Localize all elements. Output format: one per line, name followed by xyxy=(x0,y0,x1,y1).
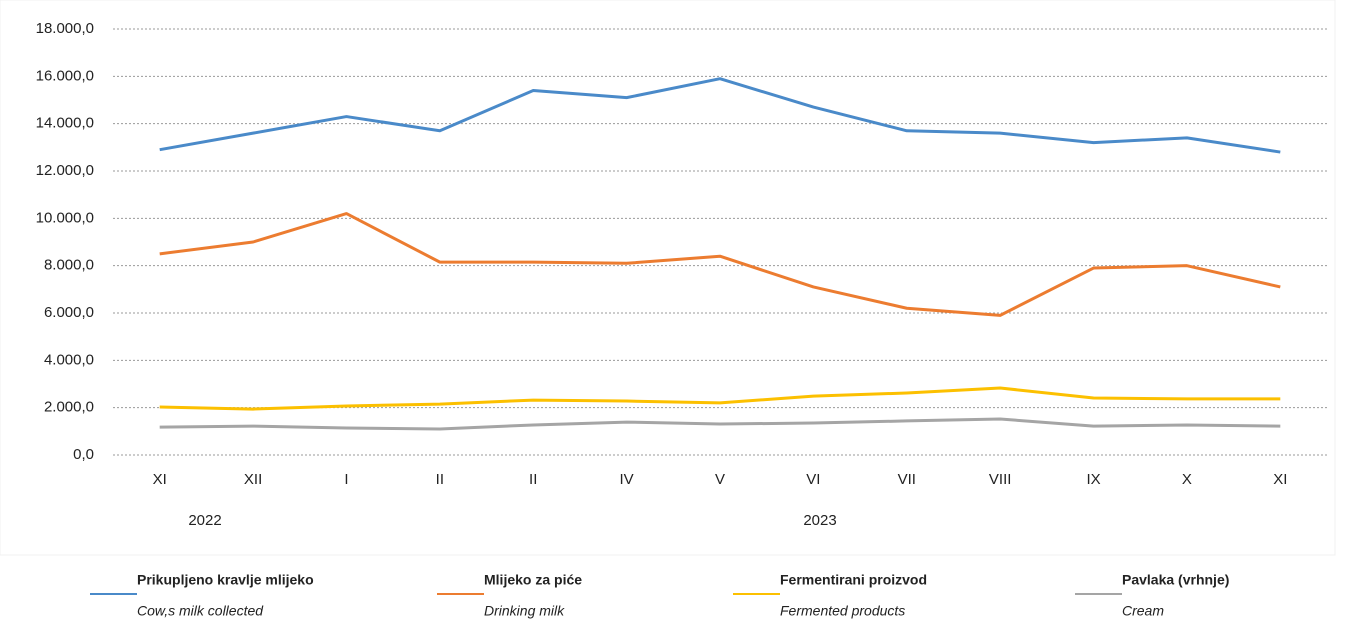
x-tick-label: II xyxy=(529,471,537,488)
x-tick-label: VII xyxy=(898,471,916,488)
x-tick-label: II xyxy=(436,471,444,488)
legend-label: Mlijeko za piće xyxy=(484,572,582,588)
x-tick-label: XI xyxy=(1273,471,1287,488)
x-tick-label: X xyxy=(1182,471,1192,488)
x-tick-label: I xyxy=(344,471,348,488)
legend-label: Fermentirani proizvod xyxy=(780,572,927,588)
y-tick-label: 2.000,0 xyxy=(44,399,94,416)
x-tick-label: XI xyxy=(153,471,167,488)
legend-label: Pavlaka (vrhnje) xyxy=(1122,572,1229,588)
legend-label-en: Drinking milk xyxy=(484,603,565,619)
x-tick-label: IV xyxy=(620,471,634,488)
series-line xyxy=(159,417,1281,431)
x-tick-label: IX xyxy=(1086,471,1100,488)
legend-label-en: Cream xyxy=(1122,603,1164,619)
y-tick-label: 0,0 xyxy=(73,446,94,463)
y-tick-label: 14.000,0 xyxy=(36,115,94,132)
legend-label: Prikupljeno kravlje mlijeko xyxy=(137,572,314,588)
x-tick-label: VI xyxy=(806,471,820,488)
y-tick-label: 6.000,0 xyxy=(44,304,94,321)
y-tick-label: 18.000,0 xyxy=(36,20,94,37)
legend-label-en: Cow,s milk collected xyxy=(137,603,264,619)
y-tick-label: 8.000,0 xyxy=(44,257,94,274)
y-tick-label: 12.000,0 xyxy=(36,162,94,179)
year-label: 2023 xyxy=(803,512,836,529)
x-tick-label: VIII xyxy=(989,471,1012,488)
y-tick-label: 4.000,0 xyxy=(44,351,94,368)
chart-area xyxy=(0,0,1336,556)
legend-label-en: Fermented products xyxy=(780,603,905,619)
series-line xyxy=(159,212,1281,317)
y-tick-label: 16.000,0 xyxy=(36,67,94,84)
x-tick-label: XII xyxy=(244,471,262,488)
series-line xyxy=(159,386,1281,411)
x-tick-label: V xyxy=(715,471,725,488)
series-line xyxy=(159,77,1281,154)
y-tick-label: 10.000,0 xyxy=(36,209,94,226)
year-label: 2022 xyxy=(188,512,221,529)
